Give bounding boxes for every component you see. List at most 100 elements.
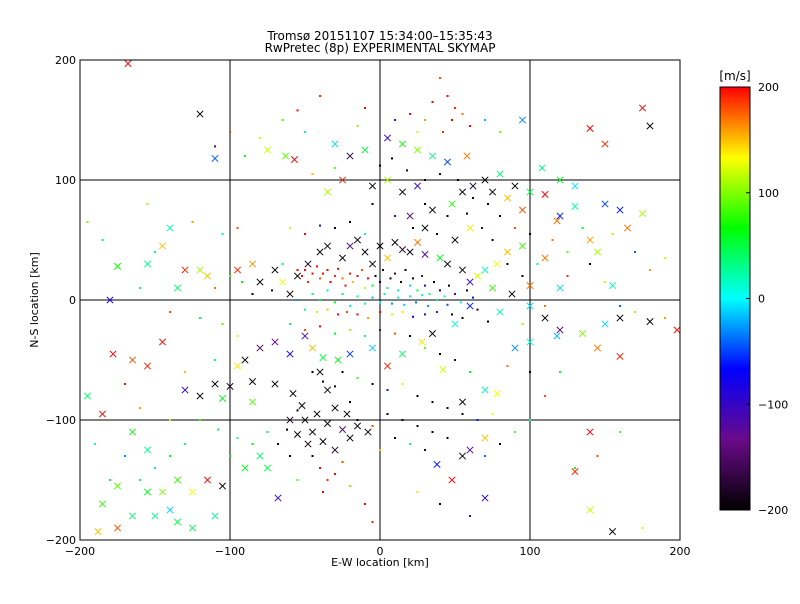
data-point-dot: [439, 353, 441, 355]
data-point-dot: [304, 131, 306, 133]
colorbar-tick-label: 200: [758, 81, 779, 94]
data-point-dot: [139, 407, 141, 409]
chart-title: Tromsø 20151107 15:34:00–15:35:43: [266, 29, 492, 43]
data-point-stroke: [413, 182, 422, 190]
data-point-stroke: [323, 242, 332, 250]
data-point-x: [304, 260, 312, 268]
data-point-dot: [664, 257, 666, 259]
data-point-stroke: [338, 176, 347, 184]
data-point-x: [493, 390, 501, 398]
data-point-dot: [94, 443, 96, 445]
data-point-dot: [311, 272, 314, 275]
data-point-stroke: [98, 410, 107, 418]
data-point-x: [586, 506, 594, 514]
data-point-x: [623, 224, 632, 232]
data-point-dot: [431, 101, 434, 103]
data-point-x: [376, 242, 384, 250]
data-point-x: [503, 248, 512, 256]
data-point-x: [463, 152, 471, 160]
data-point-x: [518, 206, 527, 214]
data-point-stroke: [256, 452, 264, 460]
data-point-stroke: [158, 242, 167, 250]
data-point-dot: [416, 425, 419, 427]
data-point-stroke: [443, 158, 452, 166]
data-point-stroke: [421, 250, 429, 258]
data-point-stroke: [556, 176, 564, 184]
data-point-stroke: [158, 338, 167, 346]
data-point-x: [233, 362, 242, 370]
data-point-dot: [394, 119, 396, 121]
data-point-dot: [349, 272, 351, 275]
data-point-stroke: [586, 124, 594, 132]
data-point-stroke: [304, 440, 312, 448]
data-point-x: [503, 194, 512, 202]
data-point-dot: [466, 212, 468, 215]
data-point-x: [448, 200, 456, 208]
data-point-stroke: [496, 170, 504, 178]
data-point-dot: [424, 119, 426, 121]
data-point-x: [316, 248, 324, 256]
data-point-stroke: [418, 338, 426, 346]
data-point-stroke: [428, 206, 437, 214]
data-point-x: [286, 350, 294, 358]
data-point-stroke: [158, 488, 167, 496]
data-point-dot: [457, 179, 459, 181]
data-point-x: [166, 506, 174, 514]
data-point-stroke: [109, 350, 117, 358]
data-point-dot: [349, 221, 351, 223]
data-point-dot: [322, 272, 324, 275]
data-point-dot: [404, 269, 407, 271]
data-point-x: [293, 272, 302, 280]
data-point-stroke: [451, 320, 459, 328]
data-point-stroke: [493, 260, 501, 268]
data-point-x: [346, 434, 354, 442]
data-point-x: [638, 104, 647, 112]
data-point-stroke: [376, 242, 384, 250]
data-point-dot: [364, 287, 366, 289]
data-point-dot: [415, 301, 417, 304]
data-point-dot: [301, 275, 303, 277]
data-point-stroke: [586, 506, 594, 514]
data-point-stroke: [173, 476, 182, 484]
data-point-stroke: [128, 428, 137, 436]
y-tick-label: −100: [46, 414, 76, 427]
data-point-x: [421, 224, 429, 232]
data-point-dot: [217, 428, 219, 431]
data-point-x: [346, 152, 354, 160]
data-point-dot: [469, 125, 471, 127]
data-point-dot: [326, 289, 329, 292]
data-point-x: [83, 392, 92, 400]
data-point-dot: [322, 380, 324, 383]
data-point-dot: [460, 301, 462, 304]
data-point-x: [181, 386, 189, 394]
data-point-dot: [337, 267, 339, 270]
data-point-dot: [379, 164, 381, 167]
data-point-x: [493, 260, 501, 268]
data-point-dot: [109, 479, 111, 481]
data-point-stroke: [601, 320, 609, 328]
data-point-x: [274, 494, 282, 502]
data-point-dot: [436, 233, 438, 235]
data-point-dot: [472, 197, 474, 199]
data-point-x: [319, 354, 327, 362]
data-point-x: [368, 182, 377, 190]
data-point-stroke: [124, 60, 132, 68]
data-point-stroke: [458, 398, 467, 406]
data-point-dot: [307, 281, 309, 283]
data-point-x: [151, 512, 159, 520]
data-point-stroke: [113, 482, 122, 490]
data-point-x: [469, 182, 477, 190]
data-point-stroke: [466, 224, 474, 232]
data-point-dot: [544, 395, 546, 397]
data-point-x: [293, 430, 302, 438]
data-point-x: [541, 254, 549, 262]
data-point-dot: [364, 233, 366, 235]
data-point-dot: [281, 119, 284, 121]
data-point-x: [616, 352, 624, 360]
data-point-x: [256, 344, 264, 352]
data-point-x: [428, 206, 437, 214]
data-point-stroke: [308, 428, 317, 436]
data-point-x: [428, 330, 437, 338]
data-point-dot: [379, 281, 381, 283]
data-point-dot: [364, 335, 366, 337]
